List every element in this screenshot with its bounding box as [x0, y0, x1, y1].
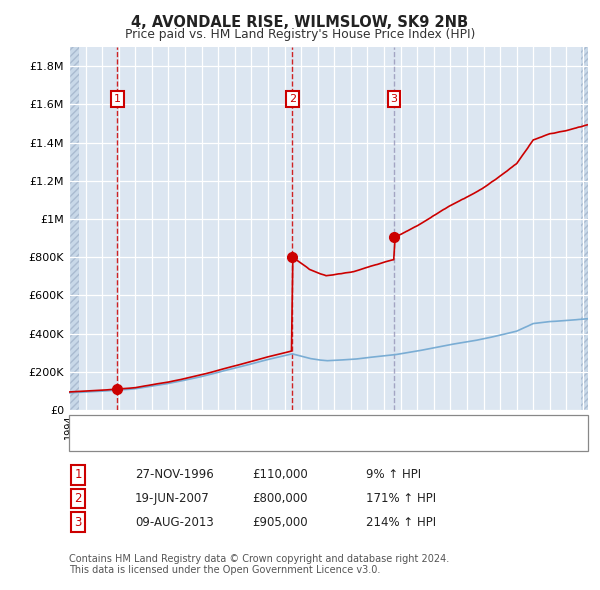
Text: 214% ↑ HPI: 214% ↑ HPI — [366, 516, 436, 529]
Text: £110,000: £110,000 — [252, 468, 308, 481]
Text: 19-JUN-2007: 19-JUN-2007 — [135, 492, 210, 505]
Text: 3: 3 — [74, 516, 82, 529]
Text: 1: 1 — [114, 94, 121, 104]
Text: 2: 2 — [74, 492, 82, 505]
Text: Contains HM Land Registry data © Crown copyright and database right 2024.
This d: Contains HM Land Registry data © Crown c… — [69, 553, 449, 575]
Text: 171% ↑ HPI: 171% ↑ HPI — [366, 492, 436, 505]
Text: 27-NOV-1996: 27-NOV-1996 — [135, 468, 214, 481]
Bar — [69, 47, 79, 410]
Text: 4, AVONDALE RISE, WILMSLOW, SK9 2NB (detached house): 4, AVONDALE RISE, WILMSLOW, SK9 2NB (det… — [114, 419, 438, 430]
Text: £905,000: £905,000 — [252, 516, 308, 529]
Text: 1: 1 — [74, 468, 82, 481]
Text: HPI: Average price, detached house, Cheshire East: HPI: Average price, detached house, Ches… — [114, 437, 391, 447]
Text: 3: 3 — [391, 94, 398, 104]
Text: 2: 2 — [289, 94, 296, 104]
Text: 9% ↑ HPI: 9% ↑ HPI — [366, 468, 421, 481]
Bar — [581, 47, 590, 410]
Text: 09-AUG-2013: 09-AUG-2013 — [135, 516, 214, 529]
Text: £800,000: £800,000 — [252, 492, 308, 505]
Text: 4, AVONDALE RISE, WILMSLOW, SK9 2NB: 4, AVONDALE RISE, WILMSLOW, SK9 2NB — [131, 15, 469, 30]
Text: Price paid vs. HM Land Registry's House Price Index (HPI): Price paid vs. HM Land Registry's House … — [125, 28, 475, 41]
